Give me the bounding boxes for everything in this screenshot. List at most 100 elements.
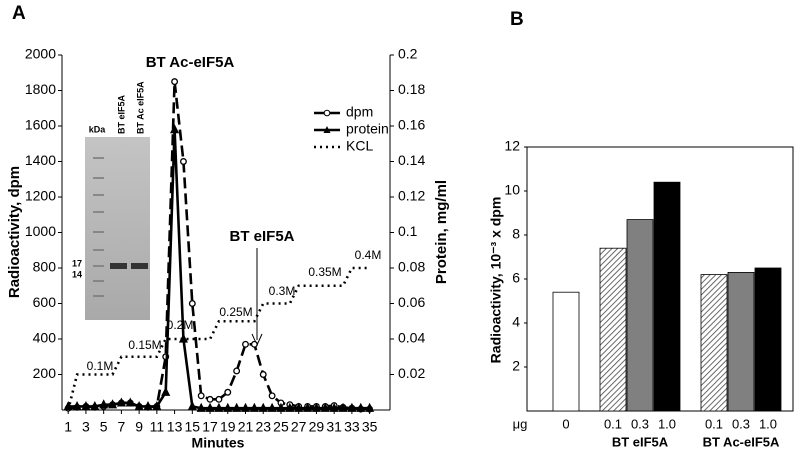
gel-band [110, 263, 127, 269]
marker [329, 402, 339, 412]
y-tick-label: 10 [504, 182, 520, 198]
x-unit: μg [513, 416, 528, 431]
y-tick-label: 1400 [25, 152, 56, 168]
marker [170, 124, 180, 134]
marker [223, 402, 233, 412]
bar [727, 271, 755, 412]
x-tick-label: 13 [167, 419, 183, 435]
bar [626, 219, 654, 412]
marker [197, 392, 205, 400]
y-tick-label: 1800 [25, 81, 56, 97]
bar [754, 267, 782, 412]
series-line [66, 266, 370, 411]
marker [258, 402, 268, 412]
y-tick-label: 400 [33, 330, 57, 346]
marker [232, 402, 242, 412]
marker [242, 340, 249, 348]
y-tick-label: 600 [33, 294, 57, 310]
marker [249, 402, 259, 412]
gel-band [131, 263, 148, 269]
gel-marker: 17 [72, 258, 82, 268]
kcl-label: 0.3M [269, 284, 296, 298]
bar [599, 247, 627, 412]
annotation: BT eIF5A [229, 228, 294, 245]
marker [233, 367, 241, 375]
legend-label: KCL [346, 138, 373, 154]
group-label: BT Ac-eIF5A [703, 434, 780, 449]
x-tick-label: 35 [362, 419, 378, 435]
legend-label: dpm [346, 104, 373, 120]
legend-label: protein [346, 121, 389, 137]
marker [276, 402, 286, 412]
marker [179, 158, 187, 165]
marker [196, 402, 206, 412]
y-tick-label: 1200 [25, 188, 56, 204]
marker [188, 300, 196, 307]
marker [240, 402, 251, 412]
marker [152, 400, 162, 411]
x-tick-label: 5 [100, 419, 108, 435]
bar [552, 291, 580, 412]
x-tick-label: 33 [344, 419, 360, 435]
marker [206, 395, 214, 403]
y2-tick-label: 0.08 [398, 259, 425, 275]
marker [268, 392, 276, 400]
y-tick-label: 12 [504, 138, 520, 154]
gel-lane-label: BT eIF5A [116, 94, 126, 134]
marker [134, 400, 144, 411]
x-tick-label: 11 [150, 419, 165, 435]
y2-tick-label: 0.04 [398, 330, 425, 346]
x-tick-label: 0 [562, 416, 569, 431]
y-tick-label: 1600 [25, 117, 56, 133]
marker [81, 400, 91, 411]
bar [700, 274, 728, 412]
marker [338, 402, 348, 412]
x-tick-label: 27 [291, 419, 307, 435]
y-tick-label: 4 [512, 314, 520, 330]
kcl-label: 0.1M [87, 359, 114, 373]
panel-label: A [12, 3, 26, 24]
ladder [93, 157, 104, 297]
marker [125, 397, 135, 407]
marker [294, 402, 304, 412]
x-tick-label: 23 [255, 419, 271, 435]
marker [347, 402, 357, 412]
y-tick-label: 2 [512, 358, 520, 374]
y-tick-label: 8 [512, 226, 520, 242]
x-tick-label: 1.0 [759, 416, 777, 431]
x-tick-label: 1 [64, 419, 72, 435]
marker [215, 395, 223, 403]
marker [320, 402, 330, 412]
marker [90, 400, 100, 411]
marker [311, 402, 321, 412]
x-tick-label: 29 [309, 419, 325, 435]
y2-tick-label: 0.12 [398, 188, 425, 204]
y-axis-title: Radioactivity, 10⁻³ x dpm [488, 197, 504, 364]
y2-tick-label: 0.16 [398, 117, 425, 133]
x-tick-label: 0.3 [631, 416, 649, 431]
gel-lane-label: BT Ac eIF5A [135, 81, 145, 134]
y2-tick-label: 0.18 [398, 81, 425, 97]
y2-tick-label: 0.1 [398, 223, 418, 239]
y-tick-label: 1000 [25, 223, 56, 239]
kcl-label: 0.25M [219, 305, 252, 319]
marker [99, 399, 109, 409]
marker [356, 402, 366, 412]
y2-tick-label: 0.02 [398, 365, 425, 381]
gel-inset: kDa BT eIF5A BT Ac eIF5A 17 14 [72, 81, 150, 320]
y-tick-label: 2000 [25, 46, 56, 62]
x-tick-label: 19 [220, 419, 236, 435]
x-tick-label: 25 [273, 419, 289, 435]
group-label: BT eIF5A [612, 434, 669, 449]
kcl-label: 0.4M [355, 248, 382, 262]
marker [143, 400, 153, 411]
x-tick-label: 1.0 [658, 416, 676, 431]
marker [214, 402, 224, 412]
x-tick-label: 31 [326, 419, 342, 435]
marker [116, 397, 126, 407]
y2-tick-label: 0.06 [398, 294, 425, 310]
marker [171, 78, 179, 86]
legend-marker [323, 109, 331, 117]
gel-unit: kDa [89, 124, 107, 134]
marker [224, 388, 232, 396]
